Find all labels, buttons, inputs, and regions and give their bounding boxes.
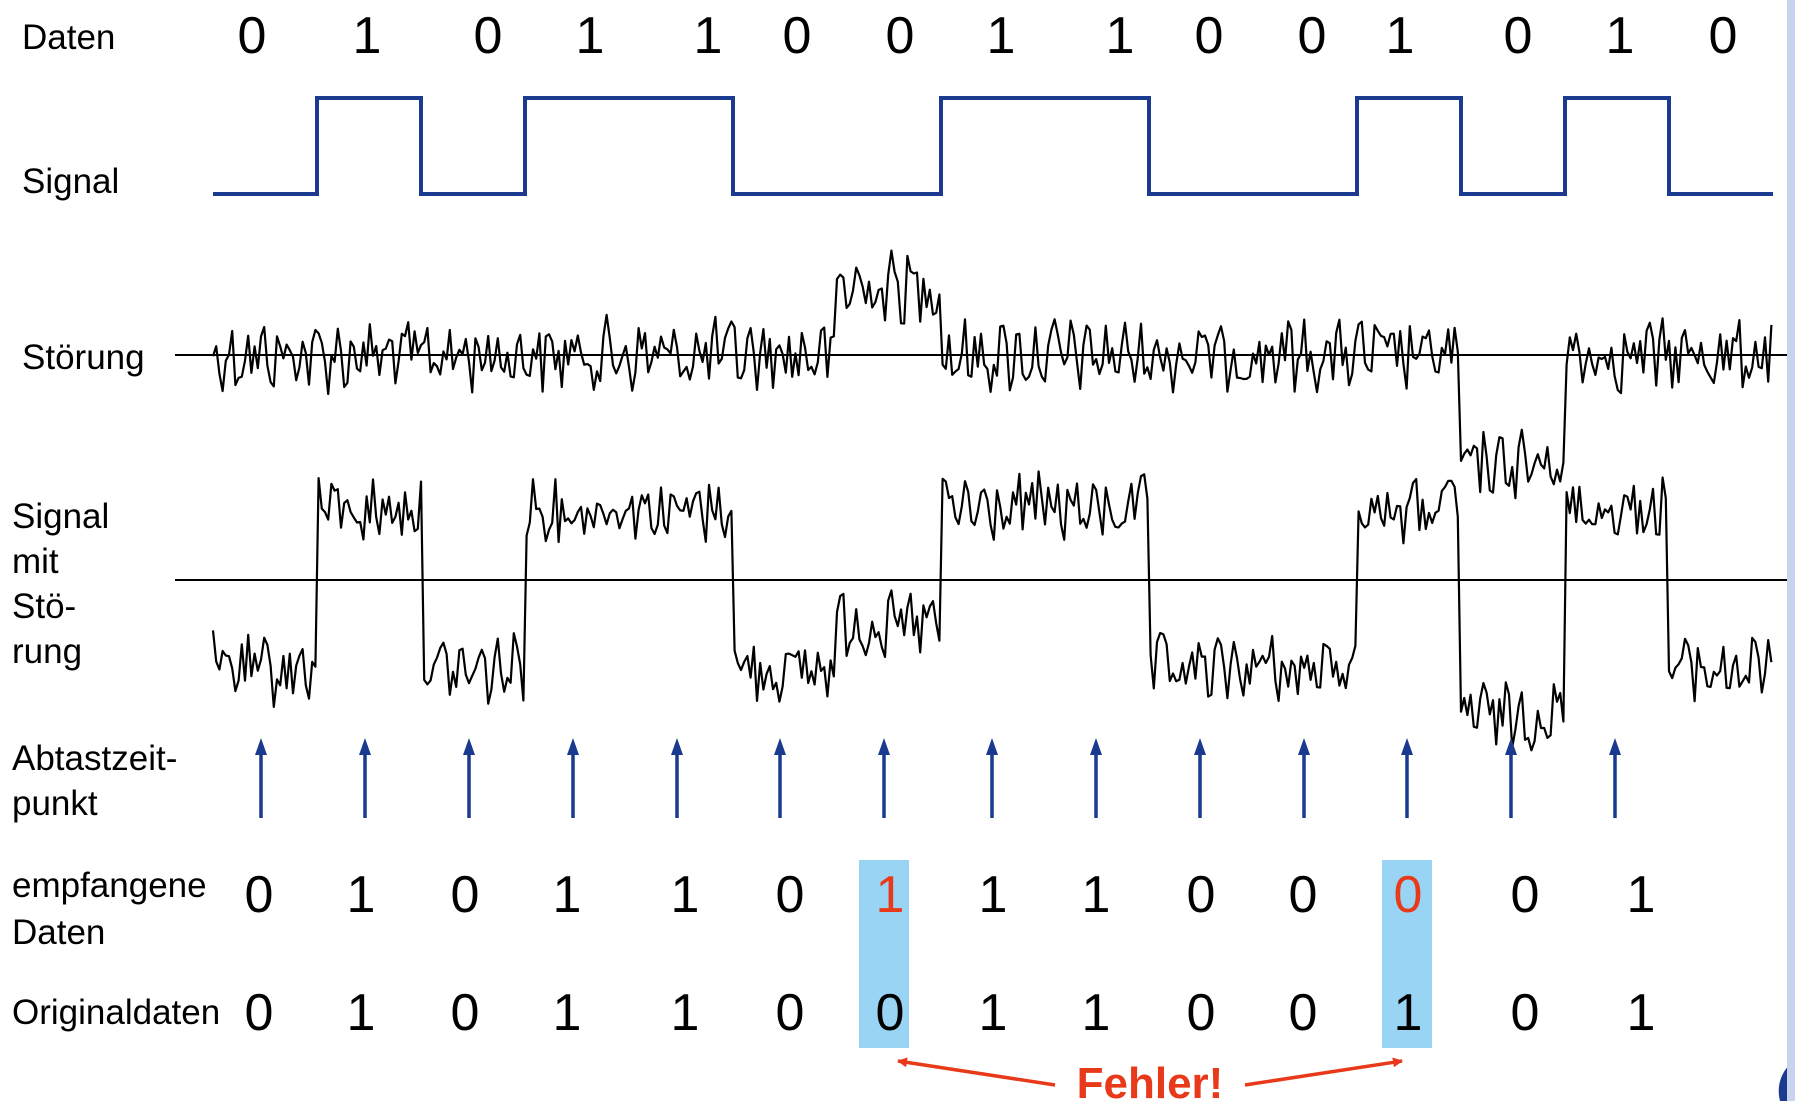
label-signal: Signal — [22, 162, 119, 201]
received-bit: 0 — [1511, 866, 1540, 924]
label-empfangene-daten-2: Daten — [12, 913, 105, 952]
original-bit: 0 — [776, 984, 805, 1042]
received-bit: 1 — [347, 866, 376, 924]
received-bits-row: 0 1 0 1 1 0 1 1 1 0 0 0 0 1 — [245, 866, 1656, 924]
sampling-arrows — [255, 738, 1621, 818]
data-bit: 0 — [886, 7, 915, 65]
received-bit: 1 — [1627, 866, 1656, 924]
label-signal-mit-stoerung-3: Stö- — [12, 587, 76, 626]
original-bits-row: 0 1 0 1 1 0 0 1 1 0 0 1 0 1 — [245, 984, 1656, 1042]
label-empfangene-daten-1: empfangene — [12, 866, 207, 905]
data-bit: 0 — [238, 7, 267, 65]
row-labels: Daten Signal Störung Signal mit Stö- run… — [12, 18, 220, 1032]
data-bit: 1 — [1606, 7, 1635, 65]
label-signal-mit-stoerung-1: Signal — [12, 497, 109, 536]
label-stoerung: Störung — [22, 338, 145, 377]
label-signal-mit-stoerung-2: mit — [12, 542, 59, 581]
data-bit: 0 — [1298, 7, 1327, 65]
original-bit: 1 — [347, 984, 376, 1042]
received-bit: 0 — [776, 866, 805, 924]
error-highlight — [859, 860, 909, 1048]
received-bit: 1 — [553, 866, 582, 924]
data-bit: 1 — [1386, 7, 1415, 65]
sample-arrow-head — [359, 738, 371, 755]
original-bit: 1 — [1082, 984, 1111, 1042]
signal-waveform — [213, 96, 1773, 196]
data-bits-row: 0 1 0 1 1 0 0 1 1 0 0 1 0 1 0 — [238, 7, 1738, 65]
original-bit: 0 — [245, 984, 274, 1042]
label-signal-mit-stoerung-4: rung — [12, 632, 82, 671]
sample-arrow-head — [567, 738, 579, 755]
received-bit: 0 — [245, 866, 274, 924]
data-bit: 0 — [474, 7, 503, 65]
error-arrow-right — [1244, 1057, 1403, 1087]
data-bit: 1 — [353, 7, 382, 65]
error-arrow-left — [897, 1057, 1056, 1087]
sample-arrow-head — [1609, 738, 1621, 755]
sample-arrow-head — [1298, 738, 1310, 755]
sample-arrow-head — [986, 738, 998, 755]
sample-arrow-head — [1090, 738, 1102, 755]
original-bit: 1 — [1394, 984, 1423, 1042]
sample-arrow-head — [255, 738, 267, 755]
label-originaldaten: Originaldaten — [12, 993, 220, 1032]
data-bit: 1 — [694, 7, 723, 65]
received-bit: 1 — [671, 866, 700, 924]
original-bit: 0 — [876, 984, 905, 1042]
data-bit: 0 — [1195, 7, 1224, 65]
sample-arrow-head — [1401, 738, 1413, 755]
right-edge-bar — [1787, 0, 1795, 1101]
received-bit-error: 0 — [1394, 866, 1423, 924]
label-abtastzeitpunkt-2: punkt — [12, 784, 98, 823]
error-annotation: Fehler! — [897, 1057, 1403, 1106]
sample-arrow-head — [878, 738, 890, 755]
original-bit: 0 — [1511, 984, 1540, 1042]
original-bit: 1 — [1627, 984, 1656, 1042]
original-bit: 0 — [451, 984, 480, 1042]
data-bit: 0 — [1504, 7, 1533, 65]
sample-arrow-head — [1194, 738, 1206, 755]
data-bit: 1 — [1106, 7, 1135, 65]
original-bit: 1 — [553, 984, 582, 1042]
error-highlights — [859, 860, 1432, 1048]
label-daten: Daten — [22, 18, 115, 57]
original-bit: 0 — [1187, 984, 1216, 1042]
data-bit: 0 — [783, 7, 812, 65]
received-bit: 0 — [451, 866, 480, 924]
data-bit: 1 — [987, 7, 1016, 65]
original-bit: 0 — [1289, 984, 1318, 1042]
sample-arrow-head — [463, 738, 475, 755]
sample-arrow-head — [1505, 738, 1517, 755]
received-bit-error: 1 — [876, 866, 905, 924]
sample-arrow-head — [671, 738, 683, 755]
error-label: Fehler! — [1077, 1059, 1224, 1101]
received-bit: 1 — [979, 866, 1008, 924]
received-bit: 0 — [1187, 866, 1216, 924]
noisy-signal-waveform — [211, 470, 1773, 752]
data-bit: 1 — [576, 7, 605, 65]
received-bit: 1 — [1082, 866, 1111, 924]
data-bit: 0 — [1709, 7, 1738, 65]
label-abtastzeitpunkt-1: Abtastzeit- — [12, 739, 177, 778]
original-bit: 1 — [671, 984, 700, 1042]
error-highlight — [1382, 860, 1432, 1048]
noise-waveform — [211, 249, 1773, 500]
received-bit: 0 — [1289, 866, 1318, 924]
sample-arrow-head — [774, 738, 786, 755]
original-bit: 1 — [979, 984, 1008, 1042]
